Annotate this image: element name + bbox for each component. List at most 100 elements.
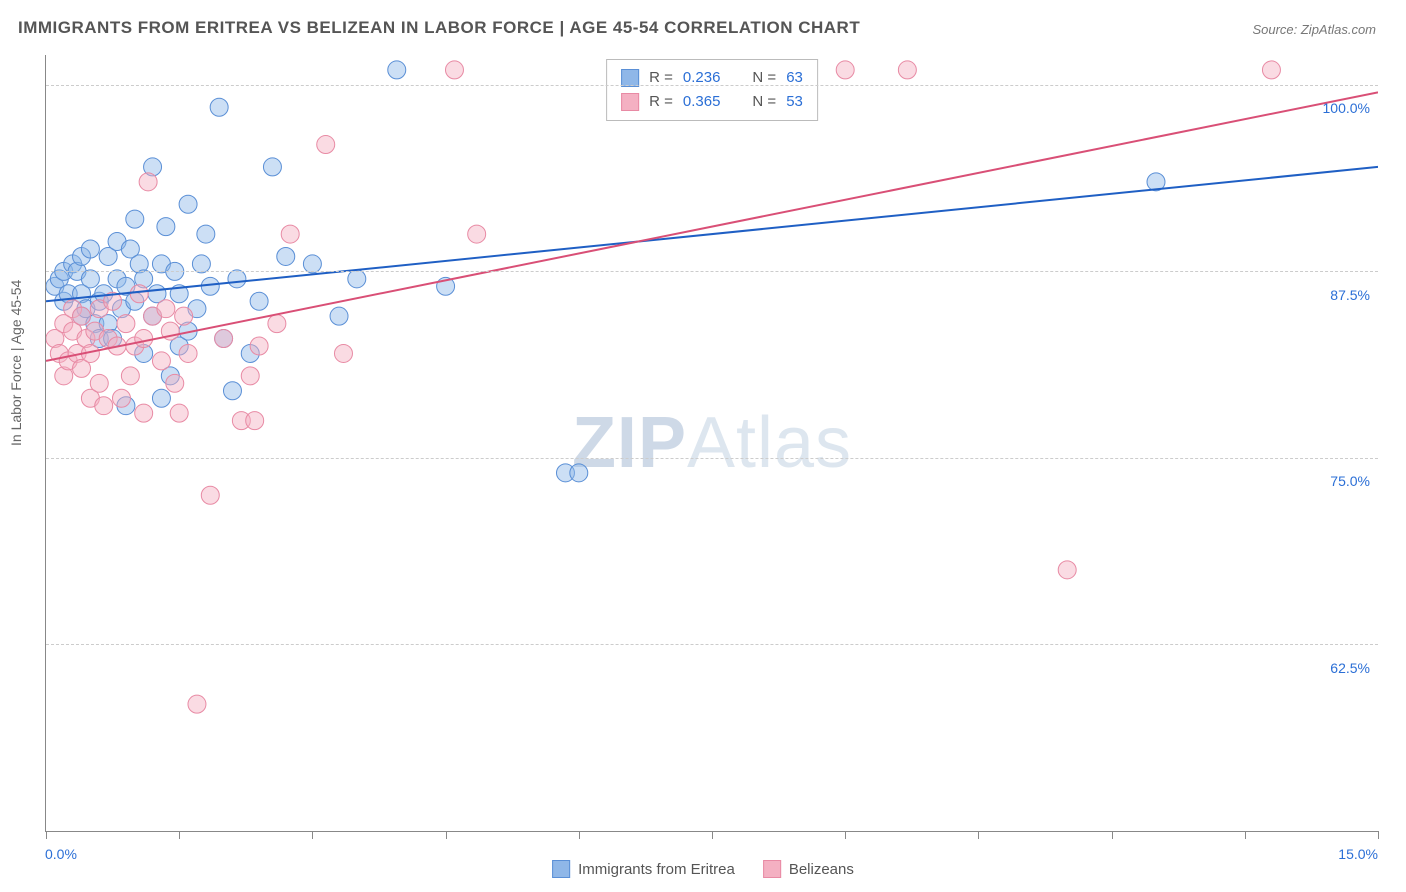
scatter-point — [90, 374, 108, 392]
legend-r-value: 0.236 — [683, 66, 721, 90]
scatter-point — [898, 61, 916, 79]
x-axis-tick — [46, 831, 47, 839]
scatter-point — [197, 225, 215, 243]
x-axis-tick — [712, 831, 713, 839]
scatter-point — [445, 61, 463, 79]
x-axis-tick — [845, 831, 846, 839]
scatter-point — [152, 352, 170, 370]
source-attribution: Source: ZipAtlas.com — [1252, 22, 1376, 37]
scatter-point — [157, 300, 175, 318]
x-axis-tick — [446, 831, 447, 839]
chart-svg — [46, 55, 1378, 831]
scatter-point — [268, 315, 286, 333]
scatter-point — [246, 412, 264, 430]
scatter-point — [179, 344, 197, 362]
scatter-point — [117, 315, 135, 333]
trend-line — [46, 92, 1378, 361]
gridline-h — [46, 458, 1378, 459]
legend-swatch — [621, 93, 639, 111]
x-axis-tick — [1112, 831, 1113, 839]
legend-swatch — [552, 860, 570, 878]
scatter-point — [126, 210, 144, 228]
legend-n-value: 53 — [786, 90, 803, 114]
legend-series: Immigrants from Eritrea Belizeans — [552, 860, 854, 878]
scatter-point — [228, 270, 246, 288]
scatter-point — [330, 307, 348, 325]
legend-series-item: Immigrants from Eritrea — [552, 860, 735, 878]
gridline-h — [46, 85, 1378, 86]
scatter-point — [81, 240, 99, 258]
plot-area: ZIPAtlas R =0.236N =63R =0.365N =53 62.5… — [45, 55, 1378, 832]
scatter-point — [95, 397, 113, 415]
x-axis-tick — [312, 831, 313, 839]
legend-n-label: N = — [752, 90, 776, 114]
legend-correlation-row: R = 0.365 N = 53 — [621, 90, 803, 114]
legend-n-value: 63 — [786, 66, 803, 90]
x-axis-tick — [978, 831, 979, 839]
x-axis-max-label: 15.0% — [1338, 846, 1378, 862]
scatter-point — [135, 330, 153, 348]
y-axis-tick-label: 100.0% — [1323, 100, 1370, 116]
scatter-point — [277, 247, 295, 265]
scatter-point — [241, 367, 259, 385]
scatter-point — [175, 307, 193, 325]
scatter-point — [81, 270, 99, 288]
scatter-point — [250, 292, 268, 310]
legend-r-label: R = — [649, 66, 673, 90]
scatter-point — [170, 404, 188, 422]
x-axis-tick — [579, 831, 580, 839]
x-axis-tick — [1245, 831, 1246, 839]
chart-container: IMMIGRANTS FROM ERITREA VS BELIZEAN IN L… — [0, 0, 1406, 892]
scatter-point — [263, 158, 281, 176]
scatter-point — [215, 330, 233, 348]
y-axis-label: In Labor Force | Age 45-54 — [8, 280, 24, 446]
legend-swatch — [763, 860, 781, 878]
x-axis-tick — [1378, 831, 1379, 839]
scatter-point — [281, 225, 299, 243]
scatter-point — [152, 389, 170, 407]
gridline-h — [46, 271, 1378, 272]
legend-n-label: N = — [752, 66, 776, 90]
legend-series-label: Belizeans — [789, 861, 854, 878]
y-axis-tick-label: 75.0% — [1330, 473, 1370, 489]
legend-correlation-row: R = 0.236 N = 63 — [621, 66, 803, 90]
y-axis-tick-label: 62.5% — [1330, 660, 1370, 676]
legend-r-value: 0.365 — [683, 90, 721, 114]
x-axis-tick — [179, 831, 180, 839]
scatter-point — [139, 173, 157, 191]
legend-r-label: R = — [649, 90, 673, 114]
trend-line — [46, 167, 1378, 301]
scatter-point — [121, 367, 139, 385]
scatter-point — [1262, 61, 1280, 79]
scatter-point — [468, 225, 486, 243]
scatter-point — [130, 285, 148, 303]
scatter-point — [334, 344, 352, 362]
y-axis-tick-label: 87.5% — [1330, 287, 1370, 303]
scatter-point — [836, 61, 854, 79]
scatter-point — [192, 255, 210, 273]
scatter-point — [1058, 561, 1076, 579]
scatter-point — [135, 404, 153, 422]
scatter-point — [388, 61, 406, 79]
gridline-h — [46, 644, 1378, 645]
x-axis-min-label: 0.0% — [45, 846, 77, 862]
scatter-point — [223, 382, 241, 400]
scatter-point — [188, 695, 206, 713]
scatter-point — [112, 389, 130, 407]
scatter-point — [250, 337, 268, 355]
scatter-point — [73, 307, 91, 325]
chart-title: IMMIGRANTS FROM ERITREA VS BELIZEAN IN L… — [18, 18, 860, 38]
scatter-point — [317, 136, 335, 154]
scatter-point — [201, 486, 219, 504]
scatter-point — [303, 255, 321, 273]
scatter-point — [157, 218, 175, 236]
scatter-point — [166, 374, 184, 392]
legend-series-item: Belizeans — [763, 860, 854, 878]
scatter-point — [348, 270, 366, 288]
scatter-point — [210, 98, 228, 116]
legend-correlation: R = 0.236 N = 63 R = 0.365 N = 53 — [606, 59, 818, 121]
scatter-point — [570, 464, 588, 482]
legend-series-label: Immigrants from Eritrea — [578, 861, 735, 878]
scatter-point — [201, 277, 219, 295]
scatter-point — [179, 195, 197, 213]
